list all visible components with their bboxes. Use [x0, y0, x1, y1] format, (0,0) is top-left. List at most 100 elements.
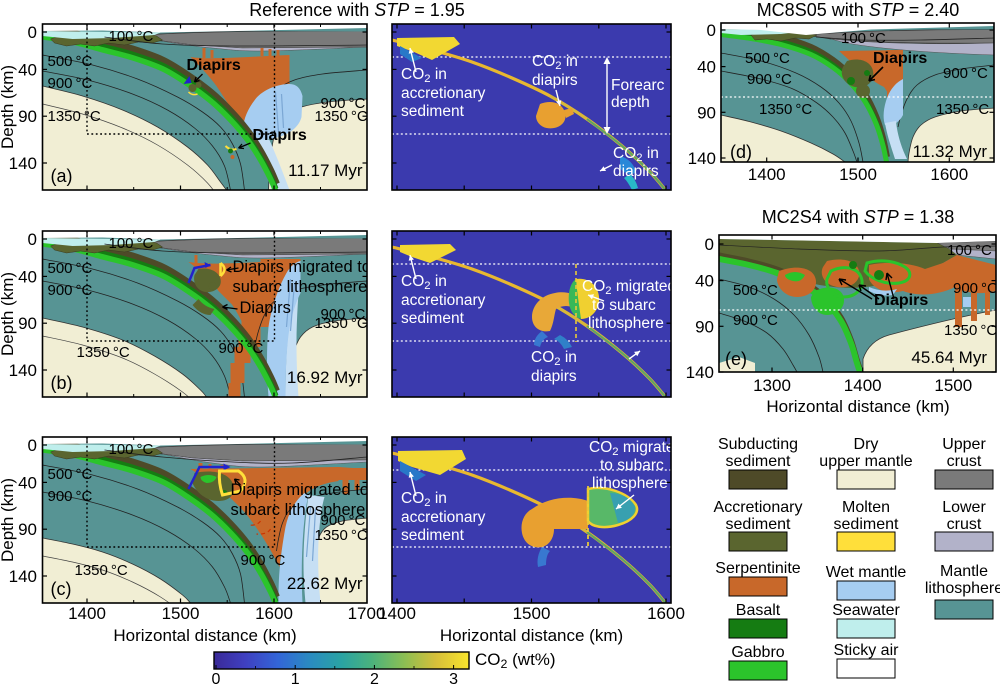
svg-text:0: 0 — [212, 671, 221, 684]
svg-text:Gabbro: Gabbro — [731, 644, 784, 661]
svg-text:lithosphere: lithosphere — [588, 315, 664, 332]
svg-text:Reference with STP = 1.95: Reference with STP = 1.95 — [249, 0, 465, 20]
svg-text:1400: 1400 — [68, 604, 106, 623]
svg-text:100 °C: 100 °C — [109, 235, 154, 252]
svg-text:diapirs: diapirs — [532, 72, 578, 89]
svg-text:1350 °C: 1350 °C — [48, 108, 101, 125]
svg-text:11.17 Myr: 11.17 Myr — [288, 161, 363, 180]
svg-text:Mantle: Mantle — [940, 563, 988, 580]
svg-text:900 °C: 900 °C — [321, 512, 366, 529]
svg-text:500 °C: 500 °C — [48, 466, 93, 483]
svg-text:lithosphere: lithosphere — [925, 580, 1000, 597]
svg-text:subarc lithosphere: subarc lithosphere — [231, 501, 366, 519]
svg-text:1300: 1300 — [753, 376, 791, 395]
svg-text:40: 40 — [18, 60, 37, 79]
svg-text:1400: 1400 — [748, 165, 786, 184]
svg-text:900 °C: 900 °C — [953, 280, 998, 297]
svg-text:900 °C: 900 °C — [241, 552, 286, 569]
svg-text:CO2 in: CO2 in — [401, 273, 447, 292]
svg-text:CO2 in: CO2 in — [401, 490, 447, 509]
svg-text:1350 °C: 1350 °C — [77, 344, 130, 361]
svg-text:1400: 1400 — [378, 604, 416, 623]
svg-text:Diapirs: Diapirs — [187, 57, 241, 74]
svg-text:diapirs: diapirs — [613, 163, 659, 180]
svg-text:1600: 1600 — [930, 165, 968, 184]
svg-text:100 °C: 100 °C — [109, 441, 154, 458]
svg-text:CO2 in: CO2 in — [532, 53, 578, 72]
svg-text:1500: 1500 — [934, 376, 972, 395]
svg-text:to subarc: to subarc — [600, 457, 664, 474]
svg-text:sediment: sediment — [401, 103, 465, 120]
svg-text:45.64 Myr: 45.64 Myr — [911, 348, 987, 367]
svg-text:140: 140 — [688, 149, 716, 168]
svg-text:MC8S05 with STP = 2.40: MC8S05 with STP = 2.40 — [757, 0, 960, 20]
svg-text:CO2 in: CO2 in — [531, 349, 577, 368]
svg-text:accretionary: accretionary — [401, 292, 486, 309]
svg-text:1600: 1600 — [647, 604, 685, 623]
svg-text:CO2 in: CO2 in — [613, 145, 659, 164]
svg-text:140: 140 — [9, 361, 37, 380]
svg-text:140: 140 — [9, 567, 37, 586]
svg-text:accretionary: accretionary — [401, 85, 486, 102]
svg-text:Diapirs: Diapirs — [873, 50, 927, 67]
svg-text:diapirs: diapirs — [531, 368, 577, 385]
svg-text:sediment: sediment — [726, 516, 791, 533]
svg-text:40: 40 — [18, 473, 37, 492]
svg-text:90: 90 — [697, 103, 716, 122]
svg-text:90: 90 — [18, 107, 37, 126]
svg-text:Upper: Upper — [942, 436, 986, 453]
svg-text:CO2 in: CO2 in — [401, 66, 447, 85]
svg-text:22.62 Myr: 22.62 Myr — [287, 574, 363, 593]
svg-text:Horizontal distance (km): Horizontal distance (km) — [113, 626, 296, 645]
svg-text:Dry: Dry — [854, 436, 879, 453]
svg-text:140: 140 — [9, 154, 37, 173]
svg-text:500 °C: 500 °C — [733, 282, 778, 299]
svg-text:Depth (km): Depth (km) — [0, 65, 17, 149]
svg-text:900 °C: 900 °C — [321, 306, 366, 323]
svg-text:lithosphere: lithosphere — [592, 475, 668, 492]
svg-text:Subducting: Subducting — [718, 436, 798, 453]
svg-text:1600: 1600 — [255, 604, 293, 623]
svg-text:500 °C: 500 °C — [745, 50, 790, 67]
svg-text:sediment: sediment — [726, 453, 791, 470]
svg-text:sediment: sediment — [401, 310, 465, 327]
svg-text:900 °C: 900 °C — [48, 282, 93, 299]
svg-text:100 °C: 100 °C — [841, 30, 886, 47]
svg-text:Diapirs: Diapirs — [240, 299, 291, 317]
svg-text:900 °C: 900 °C — [747, 71, 792, 88]
svg-text:Wet mantle: Wet mantle — [826, 564, 907, 581]
svg-text:1400: 1400 — [844, 376, 882, 395]
svg-text:140: 140 — [686, 363, 714, 382]
svg-text:900 °C: 900 °C — [321, 95, 366, 112]
svg-text:Diapirs: Diapirs — [253, 127, 307, 144]
svg-text:100 °C: 100 °C — [109, 28, 154, 45]
svg-text:2: 2 — [370, 671, 379, 684]
svg-text:1350 °C: 1350 °C — [944, 322, 997, 339]
svg-text:1500: 1500 — [839, 165, 877, 184]
svg-text:(e): (e) — [725, 349, 747, 369]
svg-text:1350 °C: 1350 °C — [936, 101, 989, 118]
svg-text:(d): (d) — [730, 142, 752, 162]
svg-text:Diapirs: Diapirs — [874, 292, 928, 309]
svg-text:900 °C: 900 °C — [48, 75, 93, 92]
svg-text:Horizontal distance (km): Horizontal distance (km) — [766, 397, 949, 416]
svg-text:sediment: sediment — [401, 527, 465, 544]
svg-text:900 °C: 900 °C — [943, 65, 988, 82]
svg-text:1350 °C: 1350 °C — [759, 101, 812, 118]
svg-text:CO2 migrated: CO2 migrated — [589, 439, 683, 458]
svg-text:(a): (a) — [51, 166, 73, 186]
svg-text:40: 40 — [18, 267, 37, 286]
svg-text:500 °C: 500 °C — [48, 53, 93, 70]
svg-text:Lower: Lower — [942, 499, 986, 516]
svg-text:Basalt: Basalt — [736, 602, 781, 619]
svg-text:0: 0 — [28, 436, 37, 455]
svg-text:1: 1 — [291, 671, 300, 684]
svg-text:90: 90 — [695, 317, 714, 336]
svg-text:accretionary: accretionary — [401, 509, 486, 526]
svg-text:depth: depth — [611, 94, 650, 111]
svg-text:Depth (km): Depth (km) — [0, 478, 17, 562]
svg-text:1350 °C: 1350 °C — [315, 108, 368, 125]
svg-text:MC2S4 with STP = 1.38: MC2S4 with STP = 1.38 — [762, 207, 955, 227]
svg-text:Molten: Molten — [842, 499, 890, 516]
svg-text:upper mantle: upper mantle — [819, 453, 912, 470]
